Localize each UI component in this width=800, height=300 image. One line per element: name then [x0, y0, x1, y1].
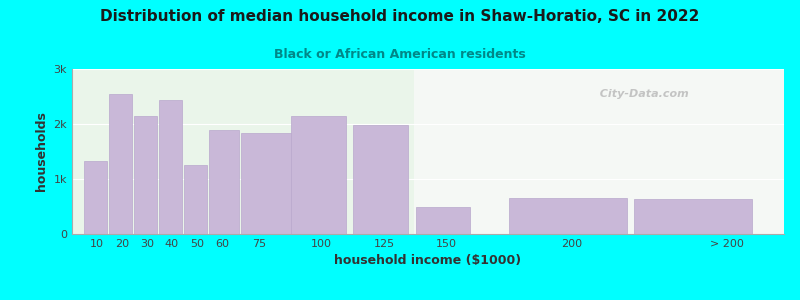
Bar [85, 161, 107, 234]
Bar [509, 198, 626, 234]
Bar [241, 133, 295, 234]
Text: Black or African American residents: Black or African American residents [274, 48, 526, 61]
Bar [159, 100, 182, 234]
Bar [210, 130, 239, 234]
Text: Distribution of median household income in Shaw-Horatio, SC in 2022: Distribution of median household income … [100, 9, 700, 24]
Bar [634, 199, 751, 234]
Bar [185, 165, 207, 234]
Bar [110, 94, 132, 234]
X-axis label: household income ($1000): household income ($1000) [334, 254, 522, 267]
Text: City-Data.com: City-Data.com [592, 89, 689, 99]
Bar [414, 69, 784, 234]
Bar [134, 116, 157, 234]
Bar [353, 125, 408, 234]
Bar [290, 116, 346, 234]
Bar [415, 207, 470, 234]
Y-axis label: households: households [35, 112, 48, 191]
